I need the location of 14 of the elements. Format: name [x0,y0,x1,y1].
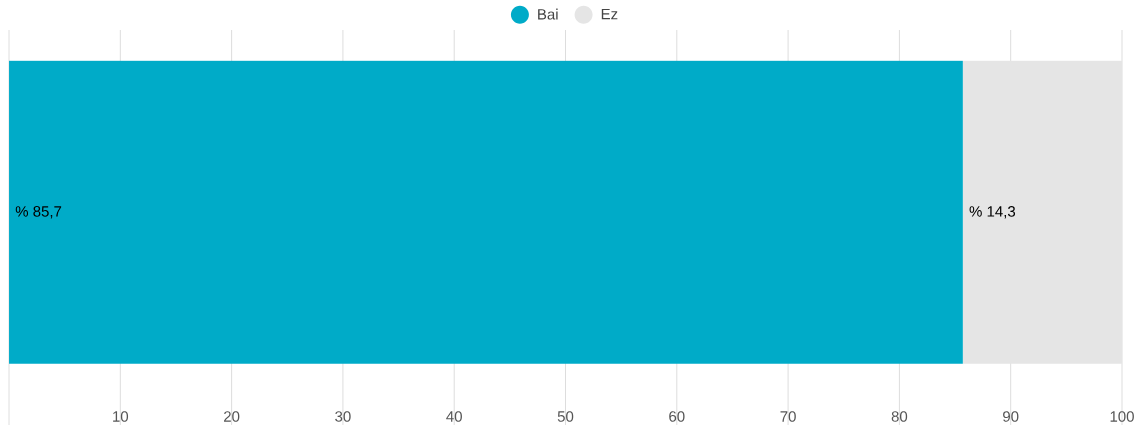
x-tick-label: 30 [335,411,351,422]
data-label: % 85,7 [15,206,62,219]
x-tick-label: 100 [1110,411,1134,422]
x-tick-label: 60 [669,411,685,422]
x-tick-label: 90 [1003,411,1019,422]
x-tick-label: 40 [446,411,462,422]
legend-label: Bai [538,8,558,20]
x-tick-label: 50 [557,411,574,422]
x-tick-label: 70 [780,411,796,422]
x-tick-label: 10 [113,411,129,422]
x-tick-label: 80 [891,411,908,422]
x-tick-label: 20 [224,411,240,422]
legend-label: Ez [601,8,618,20]
data-label: % 14,3 [969,206,1016,219]
